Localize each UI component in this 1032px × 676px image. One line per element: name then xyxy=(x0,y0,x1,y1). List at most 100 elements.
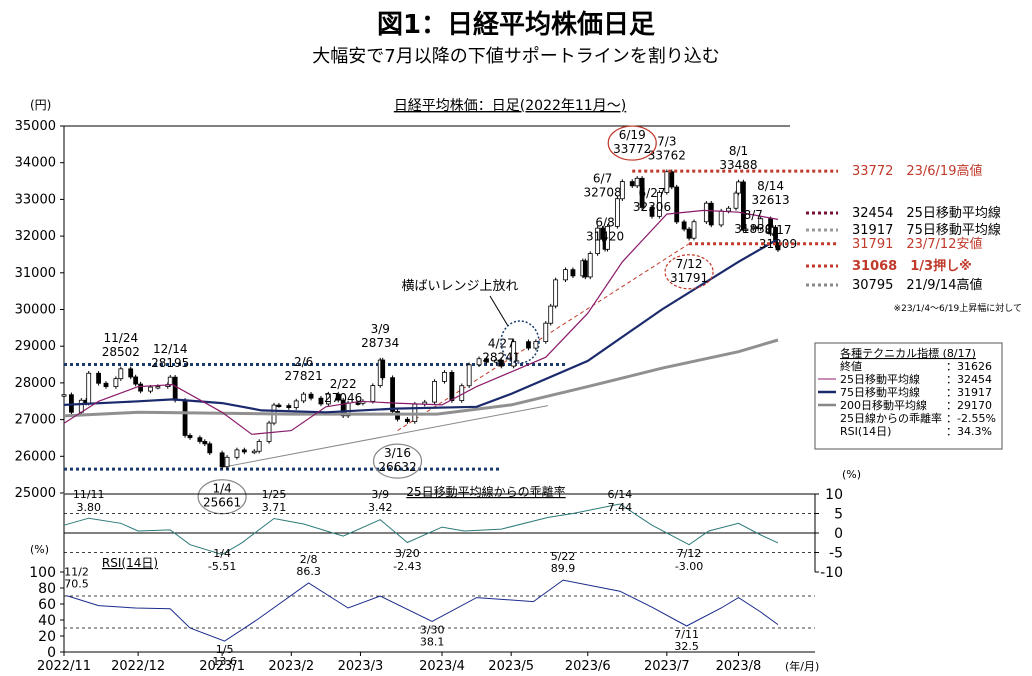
dev-annotation-date: 1/25 xyxy=(262,488,287,501)
candle-body xyxy=(308,393,314,399)
rsi-annotation-date: 5/22 xyxy=(551,550,576,563)
legend-value: ：31626 xyxy=(946,360,992,373)
rsi-annotation-date: 2/8 xyxy=(300,553,318,566)
candle-body xyxy=(619,181,625,200)
rsi-y-tick-label: 100 xyxy=(29,565,56,581)
legend-name: 25日移動平均線 xyxy=(840,372,920,386)
rsi-annotation-value: 86.3 xyxy=(296,565,321,578)
circled-annotation-ring xyxy=(372,443,423,479)
price-annotation-date: 7/3 xyxy=(657,135,676,149)
candle-body xyxy=(681,221,687,230)
price-annotation-date: 2/22 xyxy=(330,377,357,391)
candle-body xyxy=(553,279,559,307)
price-y-tick-label: 26000 xyxy=(15,449,56,464)
candle-body xyxy=(733,192,739,209)
legend-value: ：31917 xyxy=(946,386,992,399)
price-y-tick-label: 31000 xyxy=(15,266,56,281)
deviation-panel: 1050-5-10(%)25日移動平均線からの乖離率11/113.801/253… xyxy=(63,468,861,581)
legend-value: ：29170 xyxy=(946,399,992,412)
price-annotation-value: 33762 xyxy=(648,149,686,163)
circled-annotation-date: 1/4 xyxy=(212,482,231,496)
candle-body xyxy=(167,376,173,385)
level-label: 30795 21/9/14高値 xyxy=(852,277,982,293)
figure-title: 図1：日経平均株価日足 xyxy=(376,10,656,40)
candle-body xyxy=(118,368,124,380)
figure-subtitle: 大幅安で7月以降の下値サポートラインを割り込む xyxy=(312,46,720,67)
circled-annotation-value: 26632 xyxy=(378,460,416,474)
candle-body xyxy=(325,393,331,405)
rsi-annotation-value: 32.5 xyxy=(674,640,699,653)
candle-body xyxy=(197,437,203,442)
candle-body xyxy=(96,372,101,384)
rsi-y-tick-label: 20 xyxy=(38,629,56,645)
price-annotation-date: 8/7 xyxy=(744,208,763,222)
circled-annotation-ring xyxy=(664,254,714,290)
x-tick-label: 2023/2 xyxy=(268,659,314,674)
candle-body xyxy=(133,376,139,385)
candle-body xyxy=(691,221,697,239)
candle-body xyxy=(563,269,568,281)
candle-body xyxy=(548,305,554,324)
candle-body xyxy=(380,359,386,379)
legend-name: RSI(14日) xyxy=(840,425,891,438)
price-annotation-value: 32306 xyxy=(633,200,671,214)
candle-body xyxy=(629,181,635,187)
rsi-panel-label: RSI(14日) xyxy=(102,556,158,570)
circled-annotation-date: 3/16 xyxy=(384,446,411,460)
legend-value: ：-2.55% xyxy=(946,412,996,425)
dev-annotation-value: 7.44 xyxy=(608,501,633,514)
candle-body xyxy=(587,253,593,278)
rsi-y-tick-label: 40 xyxy=(38,613,56,629)
legend-name: 25日線からの乖離率 xyxy=(840,411,942,425)
circled-annotation-date: 6/19 xyxy=(619,128,646,142)
dev-annotation-value: 3.80 xyxy=(76,501,101,514)
rsi-annotation-date: 11/2 xyxy=(64,566,89,579)
rsi-annotation-date: 7/11 xyxy=(674,628,699,641)
legend-name: 終値 xyxy=(840,359,862,373)
candle-body xyxy=(533,341,539,349)
chart-title: 日経平均株価：日足(2022年11月～) xyxy=(394,98,626,114)
legend-value: ：32454 xyxy=(946,373,992,386)
price-annotation-value: 28195 xyxy=(151,356,189,370)
candle-body xyxy=(432,380,437,403)
price-annotation-value: 32708 xyxy=(583,185,621,199)
rsi-y-tick-label: 0 xyxy=(47,645,56,661)
price-y-tick-label: 28000 xyxy=(15,376,56,391)
ma75-line xyxy=(63,238,779,414)
rsi-annotation-value: 89.9 xyxy=(551,562,576,575)
candle-body xyxy=(148,386,153,392)
candle-body xyxy=(466,364,472,387)
dev-y-tick-label: 10 xyxy=(825,487,843,503)
ma200-line xyxy=(63,338,779,418)
dev-y-tick-label: 5 xyxy=(834,507,843,523)
circled-annotation-value: 25661 xyxy=(203,496,241,510)
price-annotation-value: 32613 xyxy=(751,193,789,207)
candle-body xyxy=(103,382,109,388)
price-annotation-value: 28734 xyxy=(361,336,399,350)
price-annotation-date: 2/6 xyxy=(294,355,313,369)
candle-body xyxy=(293,400,299,408)
candle-body xyxy=(543,322,549,342)
legend-name: 75日移動平均線 xyxy=(840,385,920,399)
candle-body xyxy=(86,372,92,404)
candle-body xyxy=(615,198,620,227)
candle-body xyxy=(286,405,292,408)
level-label: 31791 23/7/12安値 xyxy=(852,236,982,252)
price-annotation-date: 6/7 xyxy=(593,171,612,185)
candle-body xyxy=(340,399,346,417)
breakout-note: 横ばいレンジ上放れ xyxy=(401,279,518,294)
candle-body xyxy=(335,393,341,401)
dev-y-tick-label: -5 xyxy=(829,546,843,562)
x-tick-label: 2023/5 xyxy=(488,659,534,674)
price-annotation-date: 11/24 xyxy=(104,331,139,345)
x-tick-label: 2023/1 xyxy=(199,659,245,674)
rsi-annotation-value: 13.6 xyxy=(212,655,237,668)
support-trendline xyxy=(222,405,549,468)
candle-body xyxy=(493,359,499,363)
price-annotation-value: 33488 xyxy=(719,158,757,172)
breakout-ring xyxy=(500,320,540,364)
candle-body xyxy=(582,260,588,278)
candle-body xyxy=(595,227,601,254)
candle-body xyxy=(370,385,376,402)
